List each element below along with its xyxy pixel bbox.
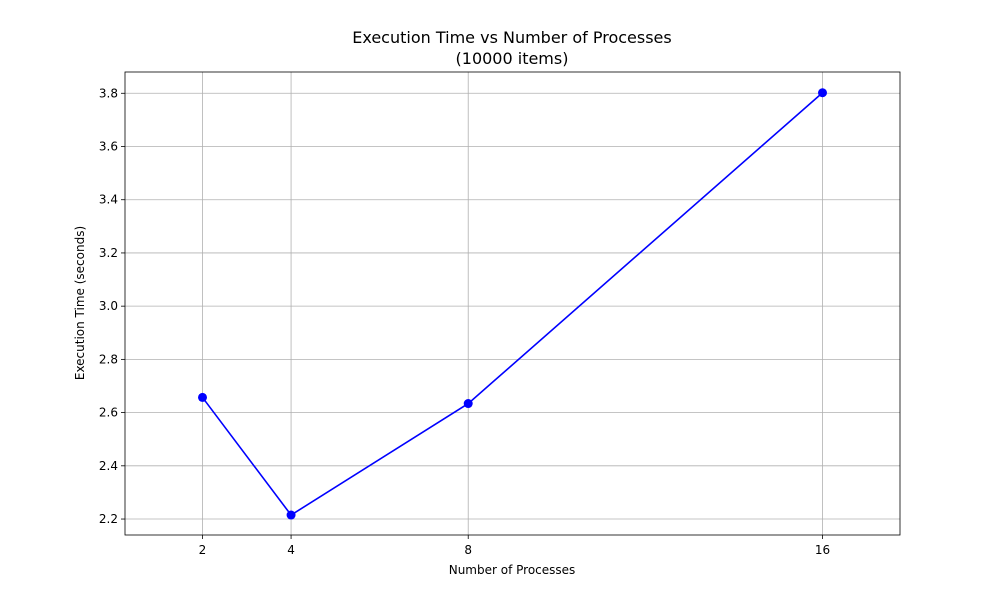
chart-title: Execution Time vs Number of Processes — [352, 28, 671, 47]
y-tick-label: 2.4 — [99, 459, 118, 473]
y-axis-label: Execution Time (seconds) — [73, 226, 87, 380]
plot-frame — [124, 71, 901, 536]
x-axis-label: Number of Processes — [449, 563, 576, 577]
x-axis-ticks: 2 4 8 16 — [199, 535, 830, 557]
series-line — [201, 92, 824, 517]
y-tick-label: 3.6 — [99, 140, 118, 154]
x-tick-label: 2 — [199, 543, 207, 557]
data-point — [286, 510, 296, 520]
y-tick-label: 2.2 — [99, 512, 118, 526]
data-point — [463, 399, 473, 409]
data-point — [198, 392, 207, 402]
y-tick-label: 3.2 — [99, 246, 118, 260]
y-tick-label: 2.6 — [99, 406, 118, 420]
y-axis-ticks: 2.2 2.4 2.6 2.8 3.0 3.2 3.4 3.6 3.8 — [99, 86, 125, 526]
x-tick-label: 16 — [815, 543, 830, 557]
x-tick-label: 8 — [464, 543, 472, 557]
data-point — [818, 88, 827, 98]
y-tick-label: 3.4 — [99, 193, 118, 207]
y-tick-label: 2.8 — [99, 352, 118, 366]
y-tick-label: 3.8 — [99, 86, 118, 100]
series-layer — [198, 88, 827, 520]
chart-subtitle: (10000 items) — [456, 49, 569, 68]
x-tick-label: 4 — [287, 543, 295, 557]
y-tick-label: 3.0 — [99, 299, 118, 313]
